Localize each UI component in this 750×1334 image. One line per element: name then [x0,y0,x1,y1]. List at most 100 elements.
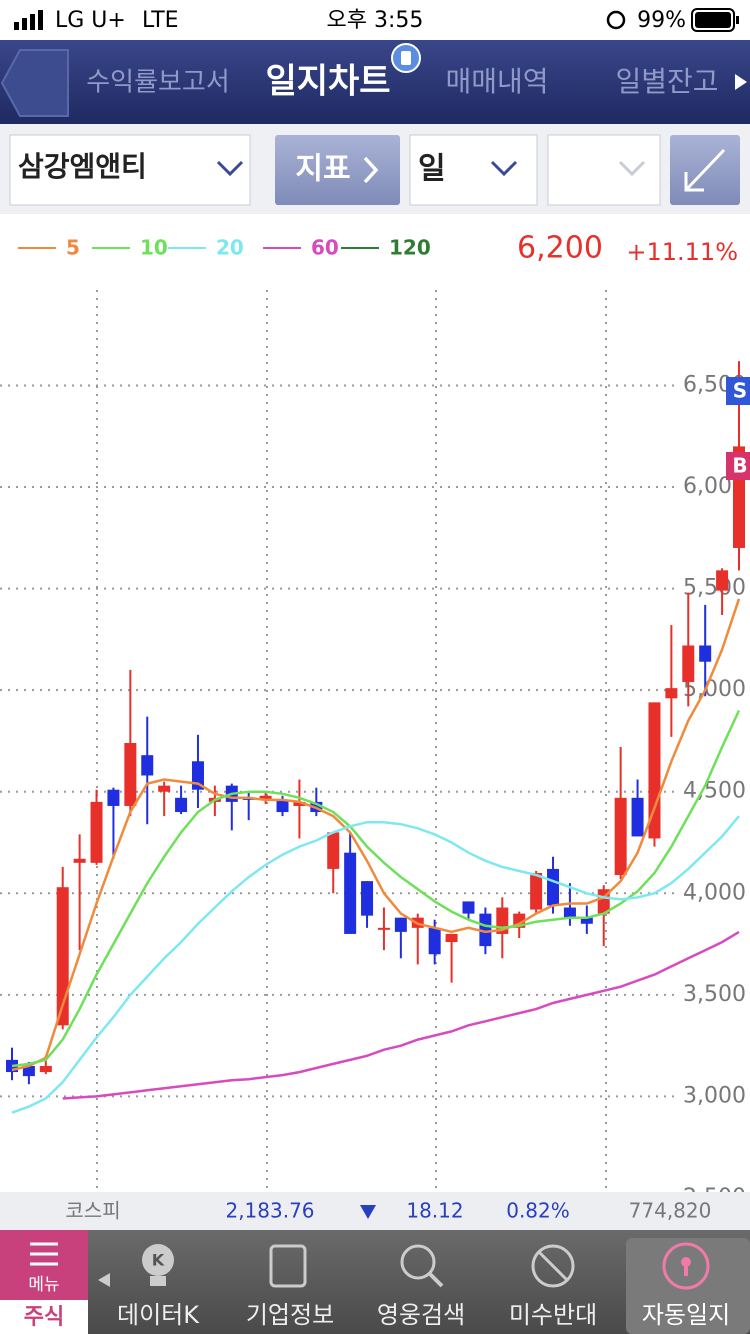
stock-name: 삼강엠앤티 [18,150,147,183]
current-price: 6,200 [517,231,603,266]
tab[interactable]: 수익률보고서 [86,68,230,98]
ma-line [11,815,740,1114]
chevron [618,160,646,177]
candle-body [276,799,289,813]
chevron [490,160,518,177]
candle-body [56,887,69,1026]
nav-item-label[interactable]: 기업정보 [246,1301,334,1329]
candle-body [563,907,576,918]
search-icon [400,1244,444,1288]
y-tick-label: 3,500 [683,982,746,1007]
candle-body [462,901,475,914]
period-select[interactable] [409,134,538,206]
candle-body [530,872,543,910]
candle-body [699,645,712,662]
plot: 2,5003,0003,5004,0004,5005,0005,5006,000… [6,361,750,1192]
candle-body [479,913,492,947]
legend-label: 5 [66,236,80,260]
candle-body [107,789,120,806]
carrier: LG U+ [55,8,126,33]
signal-icon [14,10,43,30]
candle-body [293,801,306,806]
price-change: +11.11% [626,238,738,266]
market-rate: 0.82% [506,1199,570,1223]
empty-select[interactable] [547,134,661,206]
legend-label: 120 [389,236,431,260]
candle-body [175,797,188,813]
candle-body [394,917,407,932]
candle-body [665,688,678,699]
candle-body [39,1065,52,1073]
candle-body [259,795,272,800]
company-icon [269,1244,307,1288]
nav-items: 데이터K 기업정보 영웅검색 미수반대 자동일지 [117,1301,730,1329]
tab-scroll-arrow[interactable] [735,74,747,90]
legend-label: 60 [311,236,339,260]
nav-item-label[interactable]: 데이터K [117,1301,200,1329]
candle-body [377,927,390,930]
market-volume: 774,820 [629,1199,712,1223]
candle-body [141,755,154,776]
lock-icon [606,10,626,30]
signal-badge [726,377,750,405]
signal-badge [726,452,750,480]
section-label: 주식 [24,1305,64,1330]
candle-body [344,852,357,934]
signal-label: S [733,379,747,403]
y-tick-label: 4,500 [683,779,746,804]
down-arrow [360,1205,376,1219]
bottom-nav [0,1230,750,1334]
indicator-button[interactable] [275,135,400,205]
back-button[interactable] [0,49,69,117]
tab-bar [0,40,750,124]
y-tick-label: 4,000 [683,880,746,905]
tab[interactable]: 매매내역 [445,65,548,98]
stock-select[interactable] [9,134,251,206]
candle-body [614,797,627,876]
candle-body [22,1065,35,1077]
indicator-label: 지표 [295,152,350,187]
tab-active[interactable]: 일지차트 [265,62,390,102]
market-index: 코스피 [65,1199,120,1223]
expand-icon [684,148,726,192]
icon-letter: K [152,1251,165,1270]
candle-body [682,645,695,683]
ma-line [11,598,741,1072]
nav-item-label[interactable]: 자동일지 [642,1301,730,1329]
battery-level: 99% [637,8,686,33]
y-tick-label: 5,500 [683,576,746,601]
market-bar [0,1192,750,1230]
candle-body [73,858,86,863]
ma-line [62,930,740,1100]
candle-body [631,797,644,837]
section-tab[interactable] [0,1300,88,1334]
nav-item-label[interactable]: 영웅검색 [377,1301,465,1329]
candle-body [327,832,340,869]
clock: 오후 3:55 [327,8,424,33]
candle-body [445,933,458,943]
candle-body [580,917,593,924]
menu-icon [30,1242,58,1266]
network: LTE [142,8,179,33]
candle-body [547,868,560,906]
market-value: 2,183.76 [225,1199,314,1223]
nav-item-active-bg [626,1238,750,1334]
auto-journal-icon [662,1242,710,1290]
period-label: 일 [418,152,446,187]
candle-body [428,927,441,955]
chevron [216,160,244,177]
nav-item-label[interactable]: 미수반대 [509,1301,597,1329]
bulb-icon [142,1244,174,1286]
candle-body [158,785,171,792]
chevron [363,156,379,184]
candle-body [124,742,137,806]
tab[interactable]: 일별잔고 [615,65,718,98]
nav-left-arrow[interactable] [98,1273,110,1287]
candle-body [716,570,729,591]
signal-label: B [732,454,747,478]
legend-label: 20 [216,236,244,260]
tab-badge [391,43,421,73]
block-icon [531,1244,575,1288]
